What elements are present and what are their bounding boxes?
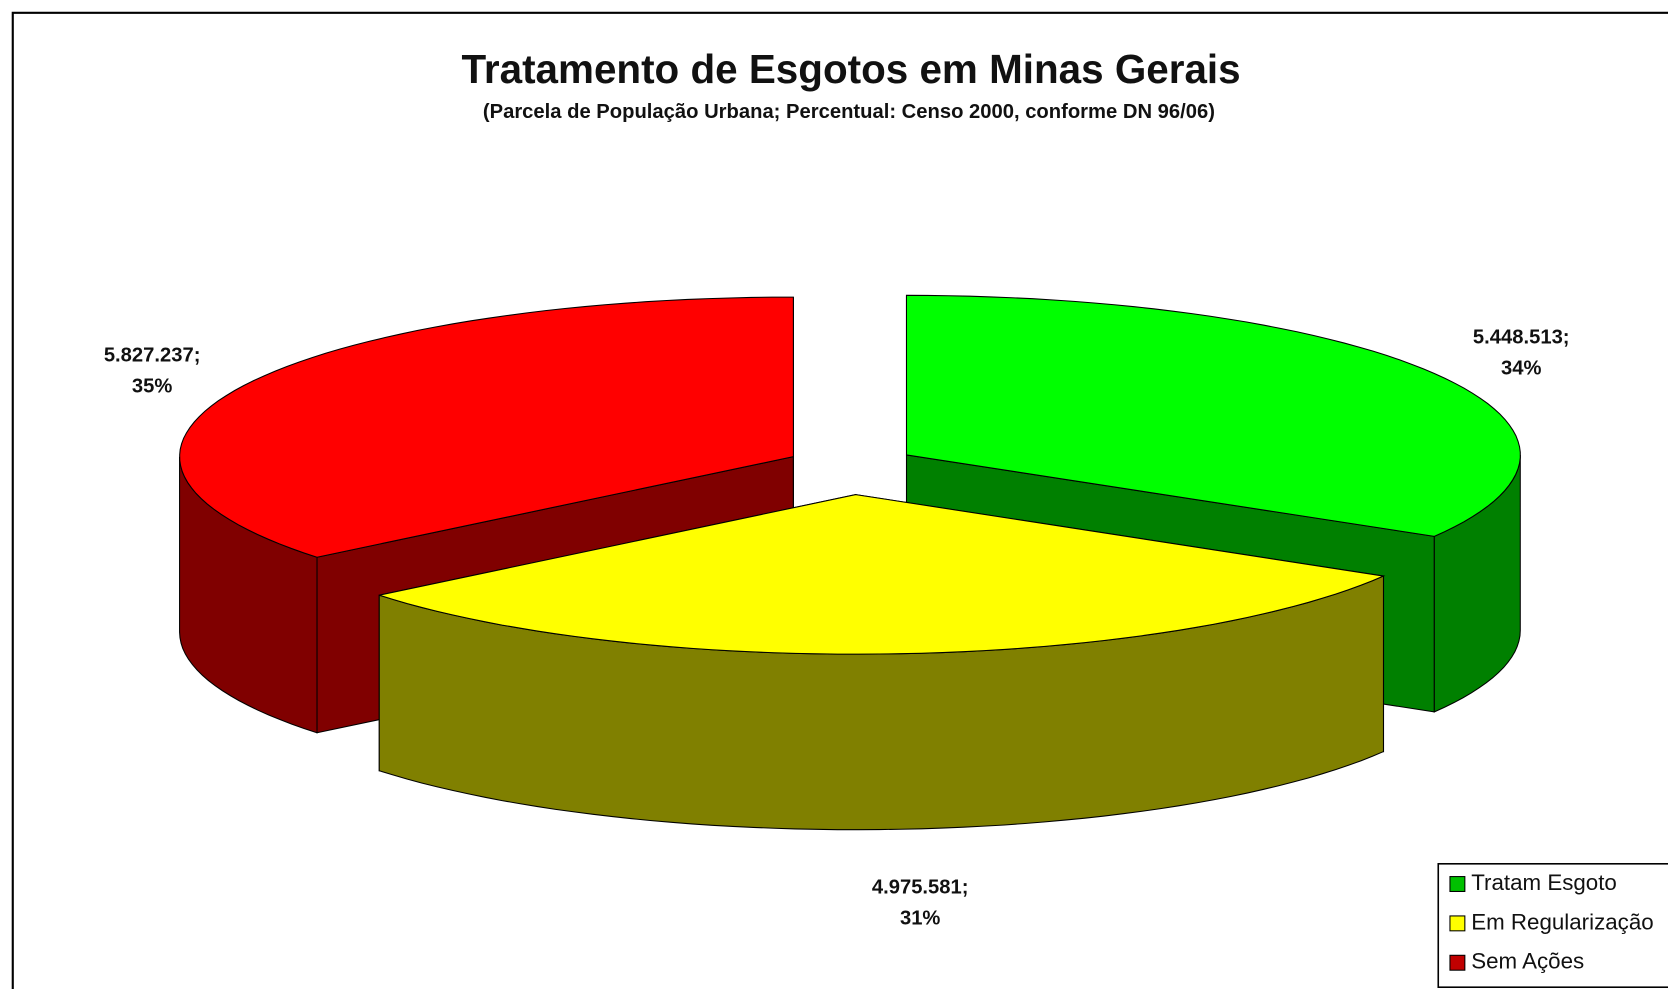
legend-label: Sem Ações: [1471, 949, 1584, 974]
data-label: 35%: [132, 376, 172, 398]
data-label: 5.448.513;: [1473, 327, 1570, 349]
chart-body: Tratamento de Esgotos em Minas Gerais (P…: [11, 11, 1668, 989]
legend-swatch: [1449, 915, 1466, 932]
legend-label: Em Regularização: [1471, 909, 1653, 934]
data-label: 34%: [1501, 357, 1541, 379]
data-label: 5.827.237;: [104, 345, 201, 367]
data-label: 4.975.581;: [872, 877, 969, 899]
data-label: 31%: [900, 907, 940, 929]
legend-box: [1437, 863, 1668, 989]
legend-swatch: [1449, 954, 1466, 971]
frame: [11, 11, 1668, 989]
chart-title: Tratamento de Esgotos em Minas Gerais: [461, 46, 1240, 92]
legend-label: Tratam Esgoto: [1471, 870, 1617, 895]
slice-top: [905, 294, 1521, 537]
legend-swatch: [1449, 876, 1466, 892]
slice-top: [379, 494, 1386, 655]
chart-subtitle: (Parcela de População Urbana; Percentual…: [483, 101, 1215, 123]
slice-top: [179, 296, 794, 558]
